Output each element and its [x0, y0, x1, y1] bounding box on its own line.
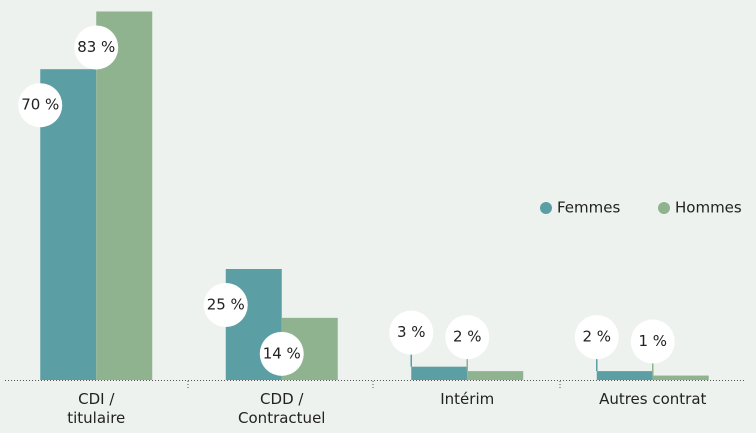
- legend-swatch: [658, 202, 670, 214]
- legend-label: Hommes: [675, 199, 742, 217]
- value-label: 3 %: [397, 323, 426, 341]
- label-bubble: [630, 319, 675, 364]
- bar: [596, 371, 653, 380]
- label-bubble: [74, 25, 119, 70]
- label-bubble: [389, 310, 434, 355]
- bar: [652, 375, 709, 380]
- value-label: 2 %: [582, 328, 611, 346]
- label-bubble: [203, 283, 248, 327]
- label-bubble: [18, 83, 63, 128]
- x-tick-label: Intérim: [440, 390, 495, 408]
- label-bubble: [259, 331, 304, 376]
- value-label: 2 %: [453, 328, 482, 346]
- label-bubble: [574, 315, 619, 360]
- bar: [96, 11, 153, 380]
- legend-label: Femmes: [557, 199, 620, 217]
- value-label: 70 %: [21, 96, 59, 114]
- value-label: 14 %: [263, 344, 301, 362]
- value-label: 25 %: [207, 296, 245, 314]
- x-tick-label: CDD / Contractuel: [238, 390, 326, 427]
- value-label: 83 %: [77, 38, 115, 56]
- value-label: 1 %: [638, 332, 667, 350]
- bar: [411, 366, 468, 380]
- x-tick-label: CDI / titulaire: [67, 390, 126, 427]
- label-bubble: [445, 315, 490, 360]
- x-tick-label: Autres contrat: [599, 390, 707, 408]
- bar: [467, 371, 524, 380]
- legend-swatch: [540, 202, 552, 214]
